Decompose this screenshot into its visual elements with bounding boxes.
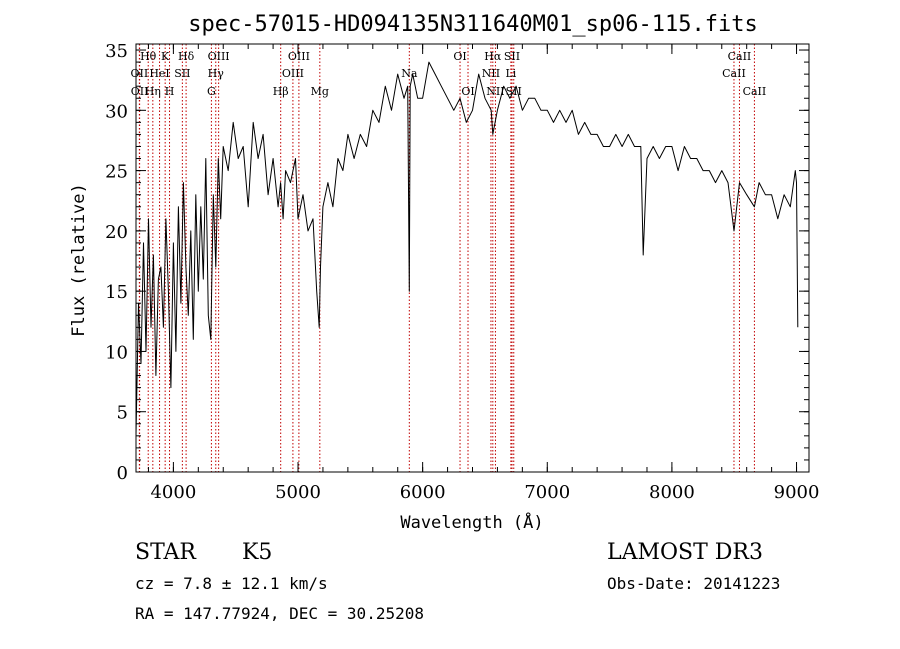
y-tick-label: 15 (105, 282, 128, 303)
spectrum-layer (135, 61, 799, 436)
obs-date: Obs-Date: 20141223 (607, 574, 781, 593)
x-tick-label: 9000 (774, 482, 820, 503)
y-tick-label: 5 (117, 403, 128, 424)
line-label-10: Hγ (208, 67, 225, 80)
line-label-4: HeI (149, 67, 169, 80)
line-label-11: G (207, 85, 216, 98)
line-label-3: Hη (145, 85, 161, 98)
line-label-5: K (161, 50, 170, 63)
line-label-7: SII (174, 67, 190, 80)
line-label-9: OIII (208, 50, 230, 63)
line-label-2: OII (131, 85, 149, 98)
object-type: STAR (135, 540, 196, 565)
y-tick-label: 35 (105, 41, 128, 62)
line-label-13: OIII (282, 67, 304, 80)
line-label-21: NII (486, 85, 504, 98)
line-label-17: OI (453, 50, 466, 63)
line-label-15: Mg (311, 85, 329, 98)
line-label-25: CaII (722, 67, 746, 80)
line-label-16: Na (401, 67, 418, 80)
line-label-8: Hδ (178, 50, 195, 63)
chart-title: spec-57015-HD094135N311640M01_sp06-115.f… (188, 12, 758, 37)
line-label-18: OI (461, 85, 474, 98)
x-tick-label: 6000 (400, 482, 446, 503)
x-tick-label: 5000 (275, 482, 321, 503)
spectral-subclass: K5 (242, 540, 273, 565)
spectrum-line (135, 61, 799, 436)
line-label-14: OIII (288, 50, 310, 63)
line-label-26: CaII (728, 50, 752, 63)
line-label-20: NII (482, 67, 500, 80)
y-tick-label: 10 (105, 342, 128, 363)
line-label-1: OII (131, 67, 149, 80)
redshift-value: cz = 7.8 ± 12.1 km/s (135, 574, 328, 593)
line-label-6: H (165, 85, 175, 98)
y-tick-label: 20 (105, 222, 128, 243)
x-axis-label: Wavelength (Å) (400, 511, 543, 533)
line-label-27: CaII (743, 85, 767, 98)
line-label-0: Hθ (140, 50, 157, 63)
y-tick-label: 30 (105, 101, 128, 122)
line-label-22: SII (504, 50, 520, 63)
x-tick-label: 4000 (150, 482, 196, 503)
emission-lines-layer (138, 44, 755, 472)
y-axis-label: Flux (relative) (69, 183, 89, 337)
line-label-12: Hβ (273, 85, 289, 98)
axis-ticks-layer: 4000 5000 6000 7000 8000 9000 0 5 10 15 20 25 30 35 (105, 41, 819, 503)
coordinates: RA = 147.77924, DEC = 30.25208 (135, 604, 424, 623)
y-tick-label: 25 (105, 162, 128, 183)
x-tick-label: 8000 (649, 482, 695, 503)
y-tick-label: 0 (117, 463, 128, 484)
line-label-19: Hα (484, 50, 502, 63)
x-tick-label: 7000 (524, 482, 570, 503)
line-label-23: Li (505, 67, 516, 80)
survey-name: LAMOST DR3 (607, 540, 763, 565)
